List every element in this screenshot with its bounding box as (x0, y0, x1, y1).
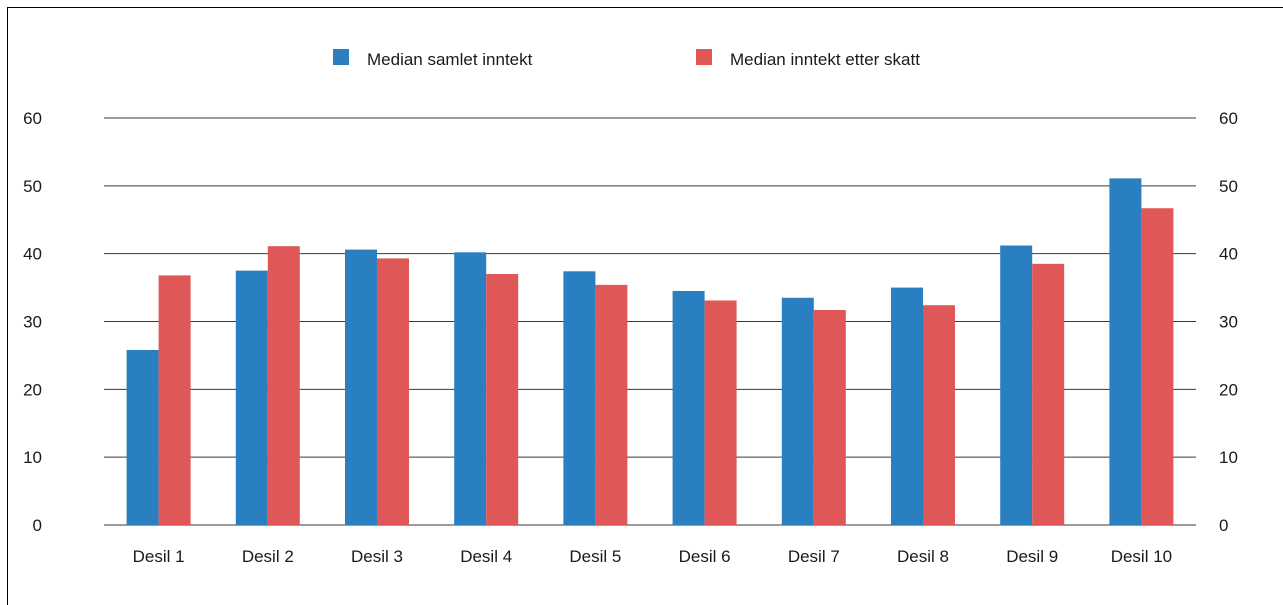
x-tick-label: Desil 3 (351, 547, 403, 566)
bar-series-1-1 (126, 349, 159, 525)
y-tick-label-left: 30 (23, 313, 42, 332)
bar-series-2-3 (377, 258, 409, 525)
y-tick-label-left: 60 (23, 109, 42, 128)
bar-series-1-3 (345, 249, 377, 525)
y-tick-label-right: 10 (1219, 448, 1238, 467)
bar-series-1-2 (235, 270, 268, 525)
bar-series-2-7 (813, 309, 846, 525)
bar-series-1-6 (672, 290, 705, 525)
legend-label-series-2: Median inntekt etter skatt (730, 50, 920, 69)
y-tick-label-right: 30 (1219, 313, 1238, 332)
bar-series-1-7 (781, 297, 814, 525)
bar-series-1-9 (1000, 245, 1033, 525)
x-tick-label: Desil 9 (1006, 547, 1058, 566)
x-tick-label: Desil 1 (133, 547, 185, 566)
bar-series-1-10 (1109, 178, 1142, 525)
bars (126, 178, 1174, 526)
legend: Median samlet inntekt Median inntekt ett… (333, 49, 920, 69)
bar-series-1-4 (454, 252, 487, 525)
bar-series-2-8 (923, 305, 955, 525)
y-axis-right: 0 10 20 30 40 50 60 (1219, 109, 1238, 535)
x-tick-label: Desil 2 (242, 547, 294, 566)
bar-series-1-5 (563, 271, 596, 525)
y-tick-label-right: 50 (1219, 177, 1238, 196)
x-tick-label: Desil 7 (788, 547, 840, 566)
legend-label-series-1: Median samlet inntekt (367, 50, 533, 69)
y-tick-label-left: 10 (23, 448, 42, 467)
bar-series-2-10 (1141, 208, 1174, 526)
y-tick-label-right: 0 (1219, 516, 1228, 535)
y-tick-label-left: 50 (23, 177, 42, 196)
bar-series-2-4 (486, 274, 519, 525)
bar-series-2-9 (1032, 263, 1065, 525)
y-axis-left: 0 10 20 30 40 50 60 (23, 109, 42, 535)
x-tick-label: Desil 5 (569, 547, 621, 566)
x-axis: Desil 1 Desil 2 Desil 3 Desil 4 Desil 5 Desil… (133, 547, 1172, 566)
bar-series-1-8 (891, 287, 923, 525)
bar-series-2-6 (704, 300, 737, 525)
y-tick-label-left: 40 (23, 245, 42, 264)
y-tick-label-right: 40 (1219, 245, 1238, 264)
y-tick-label-left: 20 (23, 380, 42, 399)
legend-swatch-series-2 (696, 49, 712, 65)
y-tick-label-right: 60 (1219, 109, 1238, 128)
y-tick-label-right: 20 (1219, 380, 1238, 399)
bar-series-2-2 (267, 246, 300, 525)
x-tick-label: Desil 4 (460, 547, 512, 566)
x-tick-label: Desil 8 (897, 547, 949, 566)
chart-frame (7, 7, 1283, 605)
bar-series-2-5 (595, 284, 628, 525)
x-tick-label: Desil 10 (1111, 547, 1172, 566)
x-tick-label: Desil 6 (679, 547, 731, 566)
legend-swatch-series-1 (333, 49, 349, 65)
y-tick-label-left: 0 (33, 516, 42, 535)
bar-series-2-1 (158, 275, 191, 525)
